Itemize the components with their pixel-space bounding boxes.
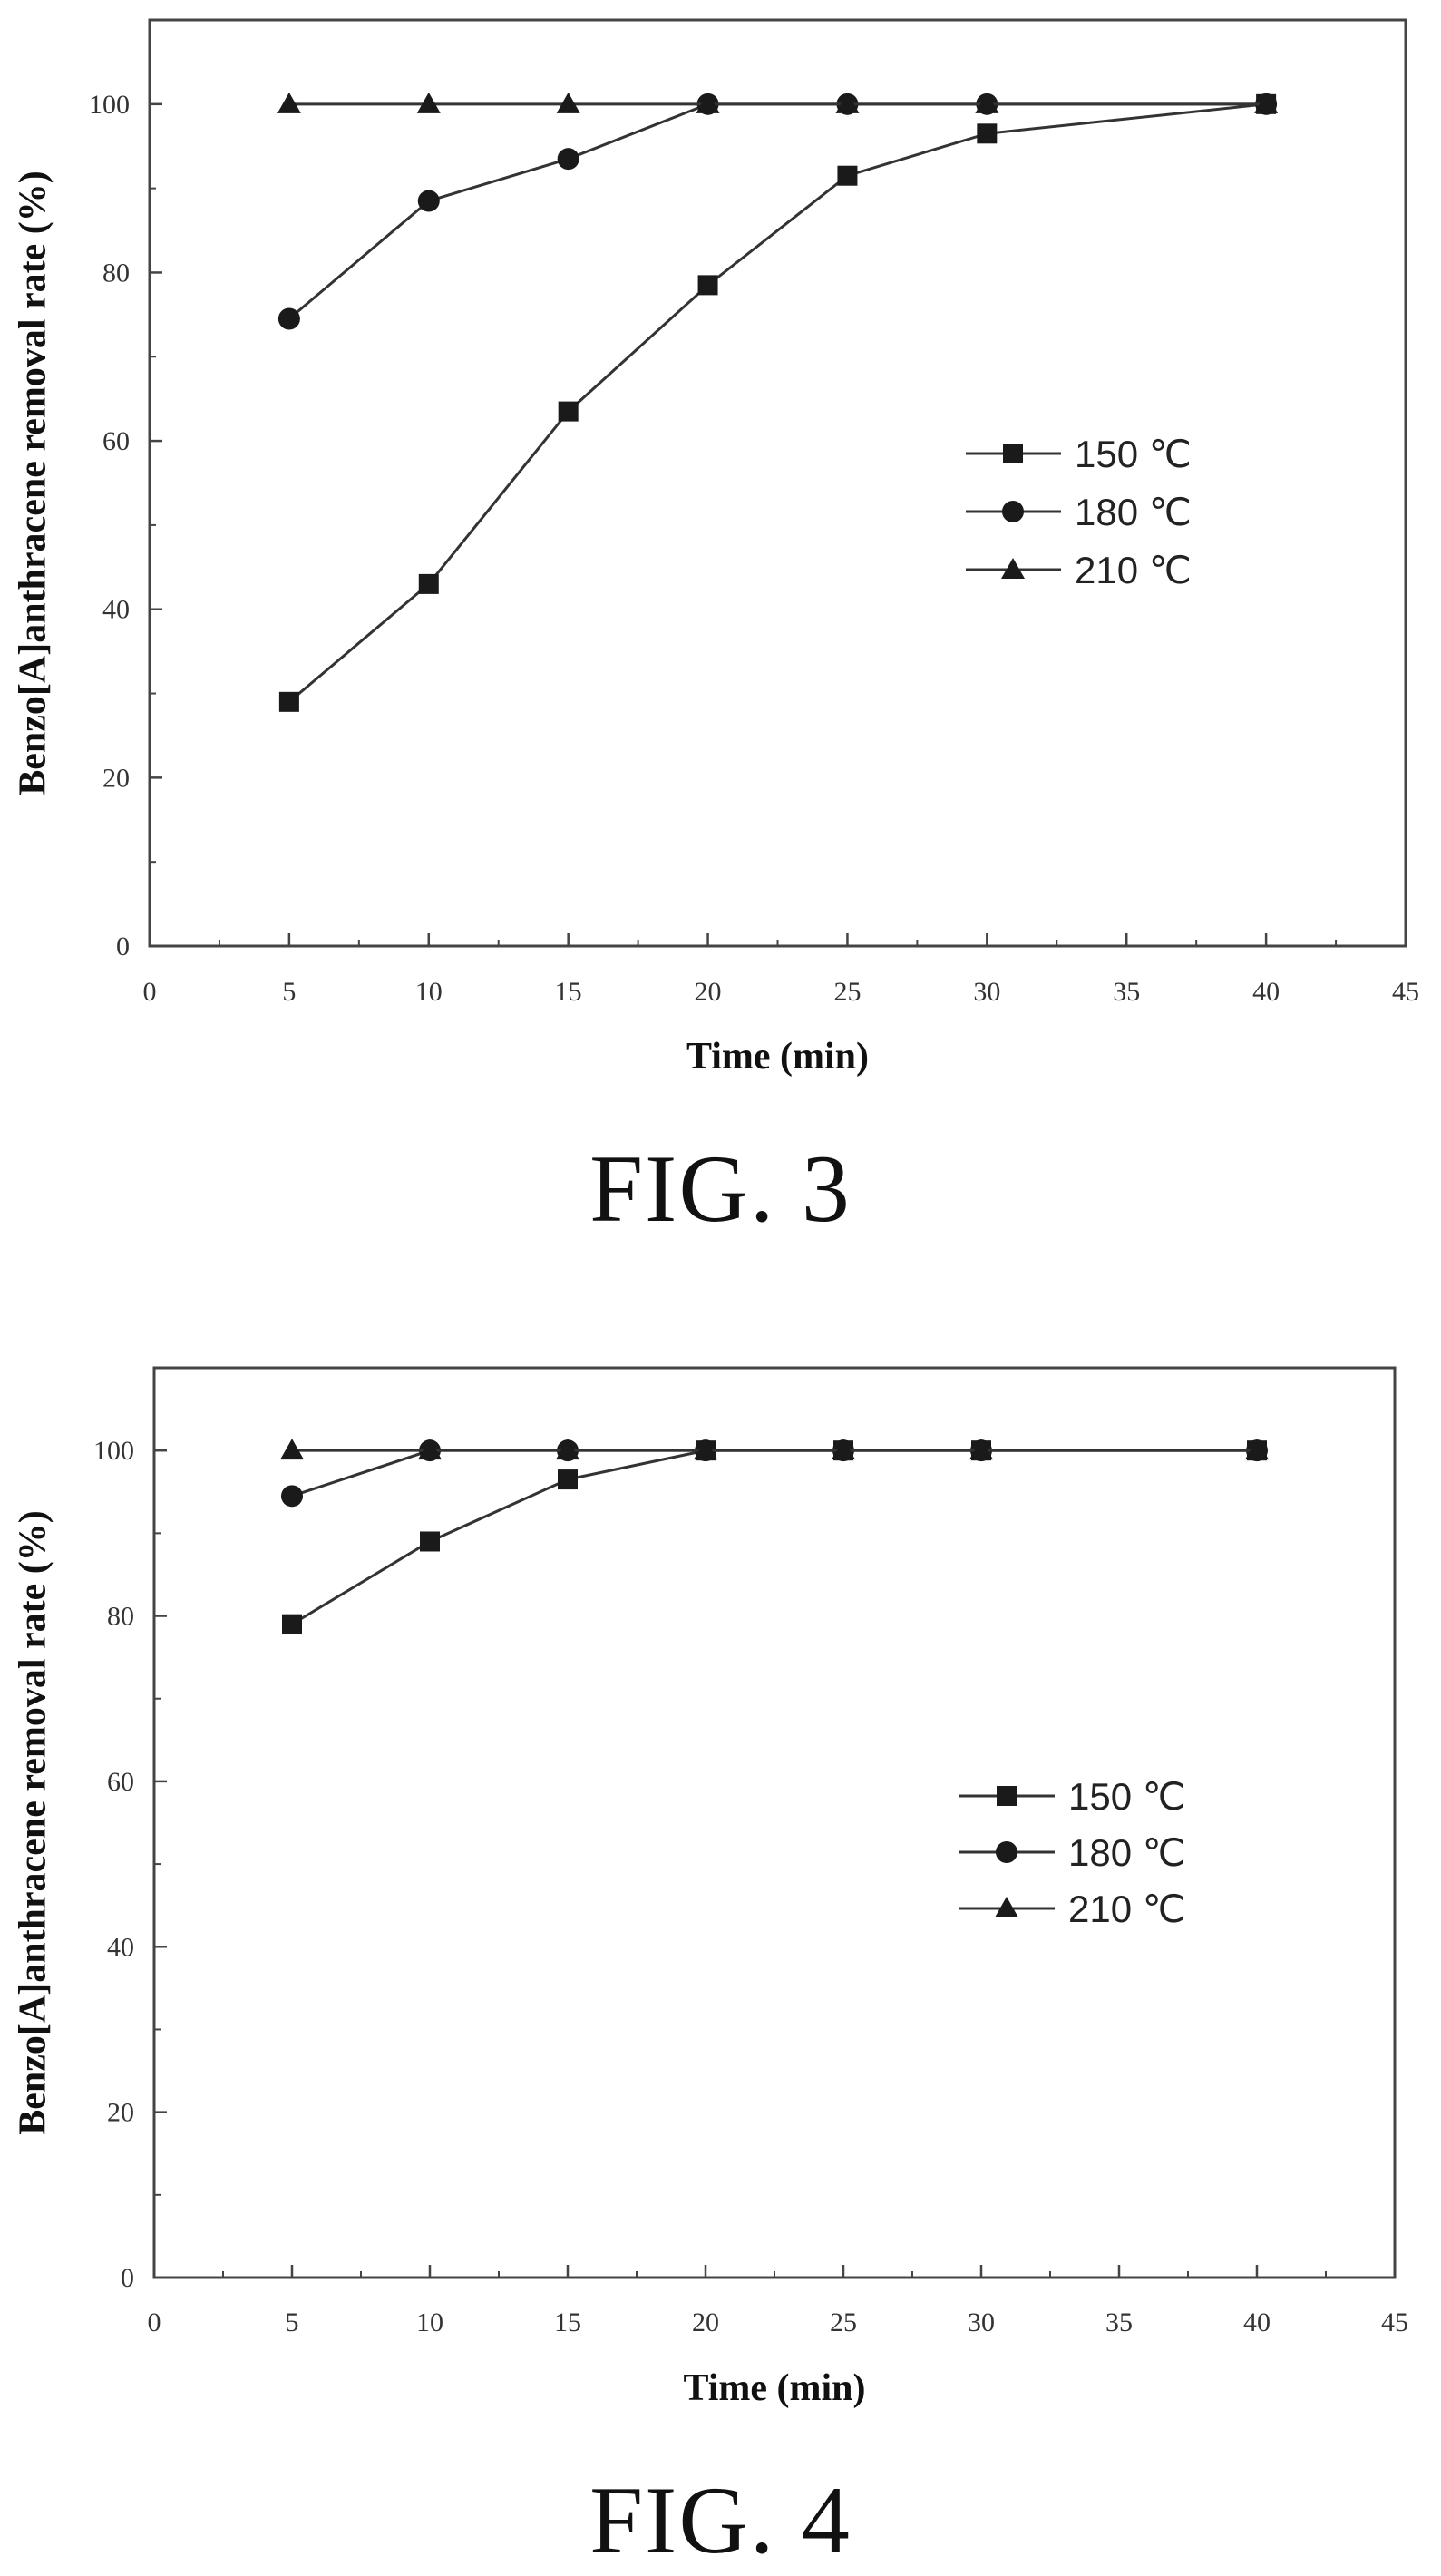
data-point <box>556 1439 579 1460</box>
legend-label: 150 ℃ <box>1075 433 1192 475</box>
data-point <box>418 1439 442 1460</box>
series-triangle <box>280 1439 1269 1460</box>
series-line <box>287 102 1267 320</box>
legend-label: 210 ℃ <box>1075 549 1192 591</box>
data-point <box>696 92 720 113</box>
data-point <box>969 1439 993 1460</box>
y-tick-label: 80 <box>102 258 130 288</box>
x-tick-label: 5 <box>286 2308 299 2337</box>
data-point <box>556 92 580 113</box>
legend-item: 150 ℃ <box>959 1775 1185 1818</box>
y-tick-label: 80 <box>107 1602 134 1632</box>
legend-item: 150 ℃ <box>966 433 1192 475</box>
x-tick-label: 25 <box>830 2308 857 2337</box>
y-tick-label: 100 <box>89 90 130 120</box>
figure-3: 0 5 10 15 20 25 30 35 40 45 0 20 40 60 80 100 Time (min)… <box>0 0 1441 1252</box>
x-tick-label: 15 <box>555 977 582 1007</box>
data-point <box>420 1531 440 1552</box>
data-point <box>832 1439 855 1460</box>
y-tick-label: 0 <box>121 2263 134 2293</box>
data-point <box>557 148 579 171</box>
legend-marker <box>997 1786 1017 1806</box>
x-axis-title: Time (min) <box>686 1036 869 1078</box>
data-point <box>558 1469 578 1490</box>
legend-label: 210 ℃ <box>1068 1888 1185 1930</box>
legend: 150 ℃ 180 ℃ 210 ℃ <box>959 1775 1185 1930</box>
legend-marker <box>995 1897 1018 1917</box>
x-tick-label: 40 <box>1243 2308 1271 2337</box>
y-tick-label: 0 <box>116 932 130 961</box>
legend-marker <box>1002 501 1024 522</box>
data-point <box>280 1439 304 1460</box>
legend-item: 210 ℃ <box>966 549 1192 591</box>
legend-label: 150 ℃ <box>1068 1775 1185 1818</box>
data-point <box>418 573 439 594</box>
x-tick-label: 20 <box>695 977 722 1007</box>
x-tick-label: 10 <box>415 977 443 1007</box>
legend-label: 180 ℃ <box>1068 1831 1185 1874</box>
y-tick-label: 100 <box>93 1436 134 1466</box>
legend-label: 180 ℃ <box>1075 491 1192 533</box>
data-point <box>1254 92 1279 113</box>
y-tick-label: 60 <box>102 426 130 456</box>
data-point <box>416 92 441 113</box>
x-tick-label: 15 <box>554 2308 581 2337</box>
x-tick-label: 0 <box>148 2308 161 2337</box>
y-tick-label: 60 <box>107 1767 134 1797</box>
x-tick-label: 35 <box>1105 2308 1133 2337</box>
x-tick-label: 45 <box>1392 977 1419 1007</box>
data-point <box>1245 1439 1269 1460</box>
y-tick-label: 40 <box>102 595 130 625</box>
data-point <box>282 1614 302 1634</box>
x-tick-label: 35 <box>1113 977 1140 1007</box>
legend: 150 ℃ 180 ℃ 210 ℃ <box>966 433 1192 591</box>
x-tick-label: 30 <box>968 2308 995 2337</box>
y-tick-label: 20 <box>107 2098 134 2128</box>
x-tick-label: 10 <box>416 2308 443 2337</box>
y-axis-title: Benzo[A]anthracene removal rate (%) <box>13 1510 54 2135</box>
data-point <box>417 190 440 212</box>
plot-frame <box>148 18 1407 948</box>
x-tick-label: 5 <box>282 977 296 1007</box>
data-point <box>277 307 300 330</box>
x-tick-label: 40 <box>1252 977 1280 1007</box>
chart-fig-3: 0 5 10 15 20 25 30 35 40 45 0 20 40 60 80 100 Time (min)… <box>13 18 1419 1078</box>
data-point <box>278 691 299 712</box>
data-point <box>837 165 858 186</box>
x-tick-label: 20 <box>692 2308 719 2337</box>
y-tick-label: 20 <box>102 763 130 793</box>
plot-frame <box>152 1366 1397 2279</box>
series-square <box>278 93 1277 712</box>
data-point <box>975 92 999 113</box>
data-point <box>281 1485 303 1508</box>
x-tick-label: 45 <box>1381 2308 1408 2337</box>
data-point <box>977 123 998 144</box>
x-tick-label: 25 <box>833 977 861 1007</box>
legend-marker <box>1003 444 1023 463</box>
legend-marker <box>996 1841 1017 1863</box>
legend-item: 180 ℃ <box>966 491 1192 533</box>
data-point <box>558 401 579 422</box>
data-point <box>277 92 301 113</box>
legend-item: 210 ℃ <box>959 1888 1185 1930</box>
series-triangle <box>277 92 1279 113</box>
legend-marker <box>1001 558 1025 579</box>
series-square <box>282 1440 1267 1634</box>
figure-4: 0 5 10 15 20 25 30 35 40 45 0 20 40 60 80 100 Time (min)… <box>0 1324 1441 2573</box>
x-axis-title: Time (min) <box>683 2367 865 2409</box>
data-point <box>697 275 718 296</box>
x-tick-label: 0 <box>143 977 157 1007</box>
data-point <box>835 92 860 113</box>
x-tick-label: 30 <box>973 977 1000 1007</box>
figure-caption: FIG. 4 <box>589 2467 852 2573</box>
figure-caption: FIG. 3 <box>589 1136 852 1242</box>
y-tick-label: 40 <box>107 1932 134 1962</box>
legend-item: 180 ℃ <box>959 1831 1185 1874</box>
chart-fig-4: 0 5 10 15 20 25 30 35 40 45 0 20 40 60 80 100 Time (min)… <box>13 1366 1408 2409</box>
data-point <box>694 1439 717 1460</box>
y-axis-title: Benzo[A]anthracene removal rate (%) <box>13 171 54 795</box>
series-circle <box>277 93 1278 330</box>
